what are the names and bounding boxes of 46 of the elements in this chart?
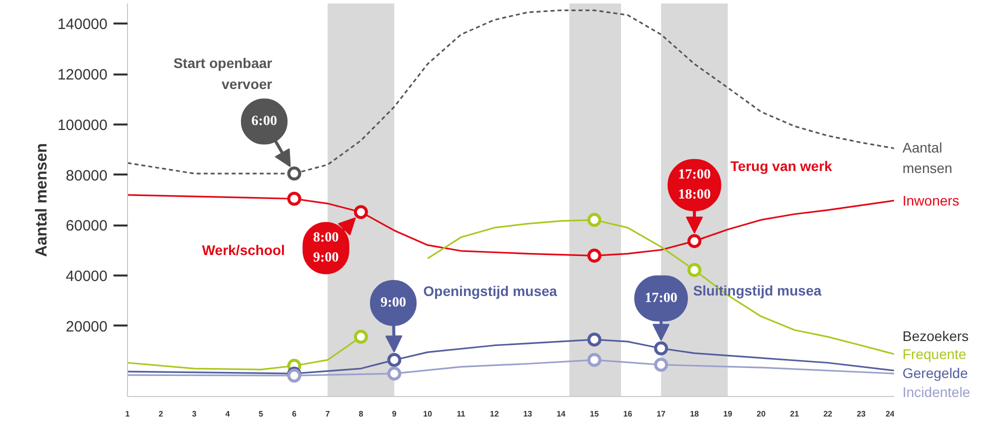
series-label: Aantal mensen [902, 139, 952, 176]
annotation: 9:00 [380, 295, 406, 310]
y-tick-label: 140000 [57, 16, 108, 34]
y-tick-label: 40000 [66, 268, 108, 286]
y-tick-label: 20000 [66, 318, 108, 336]
annotation: 8:00 9:00 [313, 230, 339, 266]
series-label: Frequente [902, 346, 967, 362]
x-tick-label: 12 [490, 410, 500, 418]
x-tick-label: 1 [125, 410, 130, 418]
y-tick-label: 100000 [57, 116, 108, 134]
x-tick-label: 23 [856, 410, 866, 418]
y-tick-label: 120000 [57, 66, 108, 84]
x-tick-label: 13 [523, 410, 533, 418]
x-tick-label: 6 [292, 410, 298, 418]
x-tick-label: 3 [192, 410, 197, 418]
x-tick-label: 19 [723, 410, 733, 418]
annotation: Start openbaar vervoer [173, 55, 273, 92]
series-label: Geregelde [902, 365, 968, 382]
x-tick-label: 20 [756, 410, 766, 418]
annotation: Openingstijd musea [423, 282, 558, 299]
x-tick-label: 18 [690, 410, 700, 418]
x-tick-label: 11 [456, 410, 466, 418]
x-tick-label: 14 [556, 410, 566, 418]
annotation: 17:00 [644, 290, 678, 306]
x-tick-label: 4 [225, 410, 230, 418]
x-tick-label: 17 [656, 410, 666, 418]
annotation: 17:00 18:00 [678, 167, 711, 203]
x-tick-label: 5 [258, 410, 264, 418]
y-axis-title: Aantal mensen [33, 143, 50, 257]
x-tick-label: 22 [823, 410, 833, 418]
annotation: 6:00 [251, 114, 278, 130]
x-tick-label: 21 [790, 410, 800, 418]
x-tick-label: 9 [392, 410, 398, 418]
x-tick-label: 8 [358, 410, 364, 418]
x-tick-label: 7 [325, 410, 330, 418]
annotation: Terug van werk [730, 158, 832, 174]
y-tick-label: 60000 [66, 218, 108, 235]
x-tick-label: 15 [590, 410, 600, 418]
x-tick-label: 10 [423, 410, 433, 418]
y-tick-label: 80000 [66, 167, 108, 184]
series-label: Inwoners [902, 192, 960, 209]
x-tick-label: 2 [158, 410, 164, 418]
legend-title: Bezoekers [902, 328, 969, 344]
series-label: Incidentele [902, 384, 970, 400]
annotation: Werk/school [202, 242, 285, 258]
x-tick-label: 16 [623, 410, 633, 418]
